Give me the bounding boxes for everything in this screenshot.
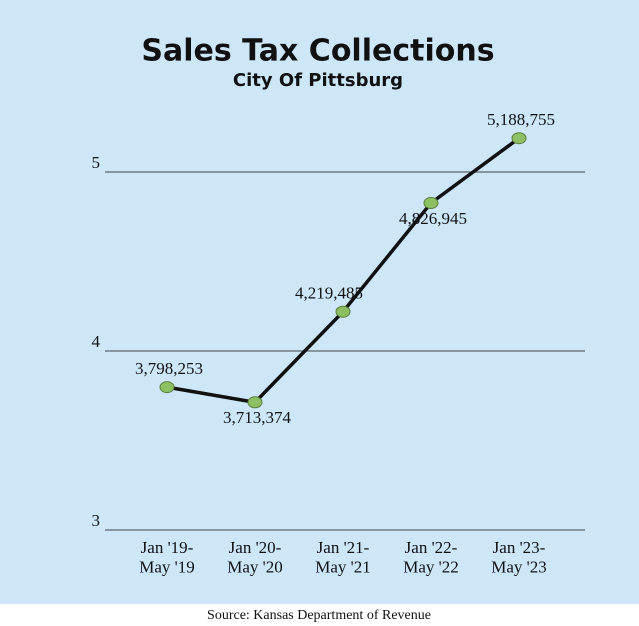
point [159,381,175,394]
value-label: 4,826,945 [399,209,467,228]
x-tick-label: Jan '21-May '21 [315,538,370,577]
point [335,305,351,318]
point [247,396,263,409]
value-label: 3,713,374 [223,408,292,427]
point [423,196,439,209]
x-tick-label: Jan '20-May '20 [227,538,282,577]
chart-title: Sales Tax Collections [141,34,494,69]
value-label: 3,798,253 [135,359,203,378]
plot-background [0,0,639,604]
value-label: 4,219,485 [295,284,363,303]
source: Source: Kansas Department of Revenue [207,608,431,623]
x-tick-label: Jan '19-May '19 [139,538,194,577]
y-tick-label: 5 [92,153,101,172]
chart-subtitle: City Of Pittsburg [233,70,403,91]
point [511,132,527,145]
y-tick-label: 3 [92,511,101,530]
x-tick-label: Jan '23-May '23 [491,538,546,577]
value-label: 5,188,755 [487,110,555,129]
x-tick-label: Jan '22-May '22 [403,538,458,577]
y-tick-label: 4 [92,332,101,351]
